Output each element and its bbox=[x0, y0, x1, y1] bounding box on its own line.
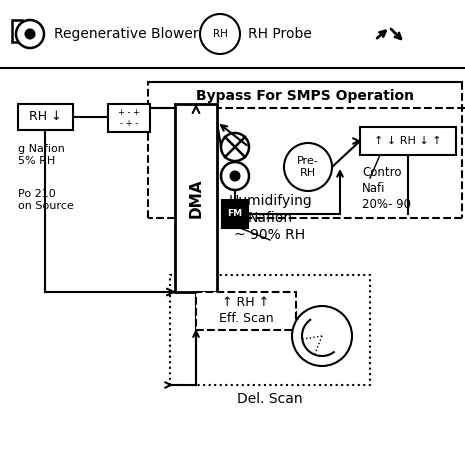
Bar bbox=[175, 104, 217, 292]
Text: Humidifying
Nafion
~ 90% RH: Humidifying Nafion ~ 90% RH bbox=[228, 194, 312, 242]
Text: Regenerative Blower: Regenerative Blower bbox=[54, 27, 199, 41]
Text: Contro
Nafi
20%- 90: Contro Nafi 20%- 90 bbox=[362, 166, 411, 211]
Circle shape bbox=[231, 172, 239, 180]
Bar bbox=[18, 104, 73, 130]
Bar bbox=[360, 127, 456, 155]
Circle shape bbox=[26, 29, 34, 39]
Bar bbox=[170, 275, 370, 385]
Bar bbox=[12, 20, 22, 42]
Text: RH: RH bbox=[213, 29, 227, 39]
Bar bbox=[196, 292, 296, 330]
Bar bbox=[108, 104, 150, 132]
Text: Bypass For SMPS Operation: Bypass For SMPS Operation bbox=[196, 89, 414, 103]
Text: FM: FM bbox=[227, 210, 243, 219]
Circle shape bbox=[200, 14, 240, 54]
Text: g Nafion
5% RH: g Nafion 5% RH bbox=[18, 144, 65, 166]
Text: ↑ ↓ RH ↓ ↑: ↑ ↓ RH ↓ ↑ bbox=[374, 136, 442, 146]
Circle shape bbox=[16, 20, 44, 48]
Text: DMA: DMA bbox=[188, 178, 204, 218]
Circle shape bbox=[284, 143, 332, 191]
Text: Pre-
RH: Pre- RH bbox=[297, 156, 319, 178]
Text: RH Probe: RH Probe bbox=[248, 27, 312, 41]
Circle shape bbox=[292, 306, 352, 366]
Text: Del. Scan: Del. Scan bbox=[237, 392, 303, 406]
Text: Po 210
on Source: Po 210 on Source bbox=[18, 189, 74, 211]
Text: ↑ RH ↑
Eff. Scan: ↑ RH ↑ Eff. Scan bbox=[219, 297, 273, 326]
Text: RH ↓: RH ↓ bbox=[29, 111, 61, 124]
Text: + - +
- + -: + - + - + - bbox=[118, 108, 140, 128]
Bar bbox=[222, 200, 248, 228]
Circle shape bbox=[221, 162, 249, 190]
Circle shape bbox=[221, 133, 249, 161]
